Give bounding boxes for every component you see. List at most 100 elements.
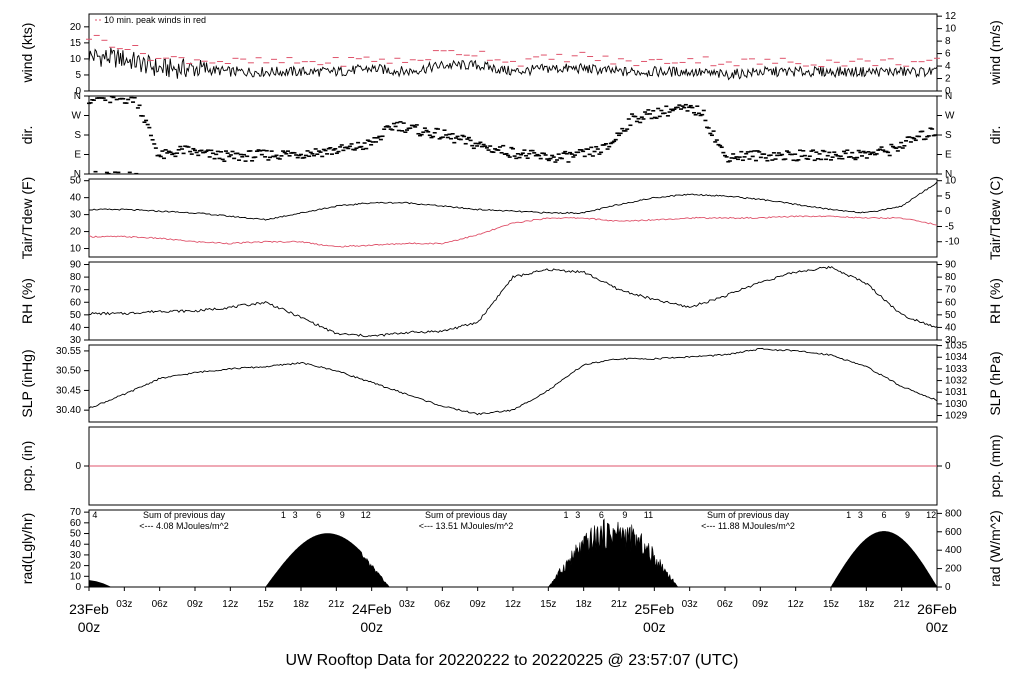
rad-sum-line1: Sum of previous day: [425, 510, 508, 520]
ytick-label-right-rad: 800: [945, 508, 962, 519]
ytick-label-left-rad: 10: [70, 571, 82, 582]
ytick-label-right-temp: -10: [945, 237, 960, 248]
xtick-label: 15z: [540, 599, 556, 610]
ytick-label-right-rh: 40: [945, 322, 957, 333]
day-label-date: 26Feb: [917, 601, 957, 617]
xtick-label: 15z: [258, 599, 274, 610]
ylabel-right-temp: Tair/Tdew (C): [987, 176, 1003, 260]
ytick-label-left-temp: 20: [70, 227, 82, 238]
ytick-label-left-rh: 90: [70, 260, 82, 271]
rad-sum-line1: Sum of previous day: [707, 510, 790, 520]
xtick-label: 21z: [328, 599, 344, 610]
rad-hour-mark: 12: [361, 510, 371, 520]
ytick-label-right-dir: S: [945, 130, 952, 141]
ytick-label-right-wind: 4: [945, 61, 951, 72]
panel-frame-temp: [88, 178, 938, 258]
ytick-label-left-dir: E: [74, 150, 81, 161]
ytick-label-left-rh: 60: [70, 297, 82, 308]
ytick-label-right-slp: 1031: [945, 387, 968, 398]
ytick-label-left-rad: 60: [70, 518, 82, 529]
day-label-hour: 00z: [643, 619, 666, 635]
ytick-label-left-pcp: 0: [75, 461, 81, 472]
xtick-label: 18z: [858, 599, 874, 610]
ytick-label-left-dir: S: [74, 130, 81, 141]
ylabel-left-temp: Tair/Tdew (F): [19, 177, 35, 259]
ylabel-right-slp: SLP (hPa): [987, 351, 1003, 415]
ytick-label-right-temp: 10: [945, 176, 957, 187]
ytick-label-right-rad: 0: [945, 582, 951, 593]
ytick-label-right-dir: N: [945, 169, 952, 180]
ytick-label-right-rh: 60: [945, 297, 957, 308]
rad-area-day3: [830, 531, 938, 588]
panel-frame-rh: [88, 261, 938, 341]
panel-frame-dir: [88, 95, 938, 175]
ytick-label-left-rh: 80: [70, 272, 82, 283]
rad-area-day0: [88, 580, 111, 588]
ytick-label-right-dir: W: [945, 111, 955, 122]
ytick-label-right-rh: 80: [945, 272, 957, 283]
page-title: UW Rooftop Data for 20220222 to 20220225…: [286, 652, 739, 669]
rad-sum-line2: <--- 11.88 MJoules/m^2: [701, 521, 795, 531]
day-label-date: 25Feb: [634, 601, 674, 617]
xtick-label: 09z: [470, 599, 486, 610]
ytick-label-left-slp: 30.40: [56, 405, 81, 416]
ytick-label-left-wind: 5: [75, 70, 81, 81]
ylabel-right-dir: dir.: [987, 126, 1003, 145]
xtick-label: 09z: [752, 599, 768, 610]
xtick-label: 21z: [894, 599, 910, 610]
ytick-label-right-slp: 1032: [945, 376, 968, 387]
rad-hour-mark: 6: [599, 510, 604, 520]
rad-hour-mark: 11: [644, 510, 653, 520]
xtick-label: 12z: [788, 599, 804, 610]
rad-hour-mark: 6: [316, 510, 321, 520]
ytick-label-left-temp: 50: [70, 176, 82, 187]
ytick-label-left-slp: 30.50: [56, 366, 81, 377]
series-slp: [88, 347, 938, 416]
xtick-label: 03z: [399, 599, 415, 610]
ytick-label-left-rad: 70: [70, 507, 82, 518]
day-label-date: 23Feb: [69, 601, 109, 617]
ytick-label-right-slp: 1035: [945, 341, 968, 352]
ytick-label-right-temp: -5: [945, 221, 954, 232]
ytick-label-left-dir: N: [74, 91, 81, 102]
ytick-label-left-wind: 10: [70, 54, 82, 65]
rad-area-day1: [265, 533, 390, 588]
ytick-label-left-rh: 40: [70, 322, 82, 333]
ylabel-left-rh: RH (%): [19, 278, 35, 324]
panel-frame-slp: [88, 344, 938, 423]
ytick-label-left-dir: N: [74, 169, 81, 180]
series-tair: [88, 181, 938, 221]
ytick-label-left-temp: 30: [70, 210, 82, 221]
ytick-label-right-rh: 70: [945, 285, 957, 296]
series-rh: [88, 265, 938, 338]
ytick-label-right-rh: 30: [945, 335, 957, 346]
series-wind: [88, 47, 938, 81]
xtick-label: 12z: [505, 599, 521, 610]
ytick-label-right-dir: E: [945, 150, 952, 161]
rad-hour-mark: 3: [293, 510, 298, 520]
rad-sum-line2: <--- 4.08 MJoules/m^2: [139, 521, 229, 531]
ytick-label-left-rh: 30: [70, 335, 82, 346]
xtick-label: 06z: [717, 599, 733, 610]
rad-hour-mark: 12: [926, 510, 936, 520]
ytick-label-left-rad: 40: [70, 539, 82, 550]
ytick-label-right-rh: 50: [945, 310, 957, 321]
xtick-label: 18z: [576, 599, 592, 610]
day-label-hour: 00z: [78, 619, 101, 635]
ytick-label-right-dir: N: [945, 91, 952, 102]
ytick-label-right-wind: 2: [945, 74, 951, 85]
ytick-label-left-rad: 50: [70, 529, 82, 540]
xtick-label: 21z: [611, 599, 627, 610]
rad-sum-line1: Sum of previous day: [143, 510, 226, 520]
day-label-hour: 00z: [360, 619, 383, 635]
rad-hour-mark: 1: [846, 510, 851, 520]
day-label-hour: 00z: [926, 619, 949, 635]
ytick-label-right-rh: 90: [945, 260, 957, 271]
ytick-label-left-slp: 30.55: [56, 346, 81, 357]
rad-area-day2: [547, 518, 679, 588]
day-label-date: 24Feb: [352, 601, 392, 617]
panel-frame-wind: [88, 13, 938, 92]
ytick-label-left-wind: 15: [70, 38, 82, 49]
rad-hour-mark: 1: [563, 510, 568, 520]
ytick-label-left-temp: 40: [70, 193, 82, 204]
